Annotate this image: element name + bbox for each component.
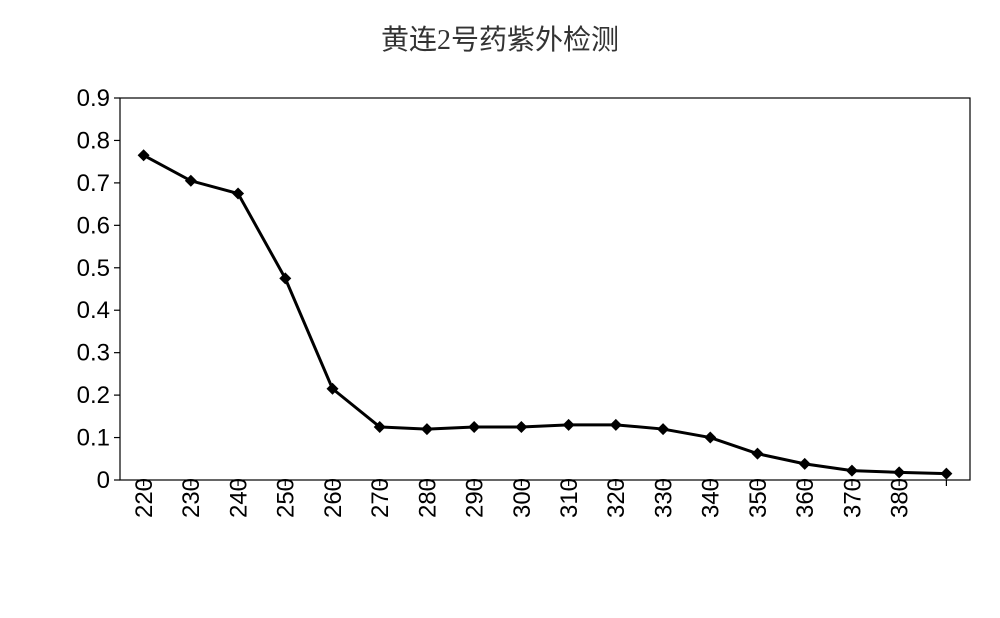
svg-text:260: 260 bbox=[320, 478, 347, 518]
svg-text:290: 290 bbox=[462, 478, 489, 518]
page-title: 黄连2号药紫外检测 bbox=[0, 18, 1000, 58]
svg-text:270: 270 bbox=[367, 478, 394, 518]
data-marker bbox=[893, 466, 905, 478]
data-marker bbox=[704, 432, 716, 444]
svg-text:0: 0 bbox=[97, 467, 110, 494]
data-marker bbox=[940, 468, 952, 480]
svg-text:280: 280 bbox=[414, 478, 441, 518]
series-line bbox=[144, 155, 947, 473]
svg-text:0.5: 0.5 bbox=[77, 255, 110, 282]
data-marker bbox=[752, 448, 764, 460]
svg-text:350: 350 bbox=[745, 478, 772, 518]
data-marker bbox=[799, 458, 811, 470]
data-marker bbox=[185, 175, 197, 187]
data-marker bbox=[610, 419, 622, 431]
svg-text:230: 230 bbox=[178, 478, 205, 518]
svg-text:310: 310 bbox=[556, 478, 583, 518]
svg-text:340: 340 bbox=[698, 478, 725, 518]
data-marker bbox=[421, 423, 433, 435]
svg-text:0.8: 0.8 bbox=[77, 127, 110, 154]
svg-text:0.7: 0.7 bbox=[77, 170, 110, 197]
svg-text:240: 240 bbox=[225, 478, 252, 518]
svg-text:220: 220 bbox=[131, 478, 158, 518]
data-marker bbox=[279, 272, 291, 284]
data-marker bbox=[563, 419, 575, 431]
data-marker bbox=[657, 423, 669, 435]
y-axis: 0 0.1 0.2 0.3 0.4 0.5 0.6 0.7 0.8 0.9 bbox=[77, 85, 120, 494]
svg-text:0.4: 0.4 bbox=[77, 297, 110, 324]
data-marker bbox=[468, 421, 480, 433]
x-axis: 220 230 240 250 260 270 280 290 300 310 320 330 340 3… bbox=[131, 478, 946, 518]
svg-text:0.2: 0.2 bbox=[77, 382, 110, 409]
data-marker bbox=[515, 421, 527, 433]
data-marker bbox=[232, 188, 244, 200]
chart-svg: 0 0.1 0.2 0.3 0.4 0.5 0.6 0.7 0.8 0.9 220 230 240 250… bbox=[20, 80, 980, 600]
svg-text:0.3: 0.3 bbox=[77, 340, 110, 367]
svg-text:360: 360 bbox=[792, 478, 819, 518]
uv-chart: 0 0.1 0.2 0.3 0.4 0.5 0.6 0.7 0.8 0.9 220 230 240 250… bbox=[20, 80, 980, 600]
svg-text:320: 320 bbox=[603, 478, 630, 518]
svg-text:330: 330 bbox=[650, 478, 677, 518]
svg-text:250: 250 bbox=[273, 478, 300, 518]
svg-text:300: 300 bbox=[509, 478, 536, 518]
svg-text:0.9: 0.9 bbox=[77, 85, 110, 112]
data-marker bbox=[138, 149, 150, 161]
svg-text:0.1: 0.1 bbox=[77, 425, 110, 452]
svg-text:370: 370 bbox=[839, 478, 866, 518]
data-marker bbox=[846, 465, 858, 477]
svg-text:0.6: 0.6 bbox=[77, 212, 110, 239]
svg-text:380: 380 bbox=[887, 478, 914, 518]
